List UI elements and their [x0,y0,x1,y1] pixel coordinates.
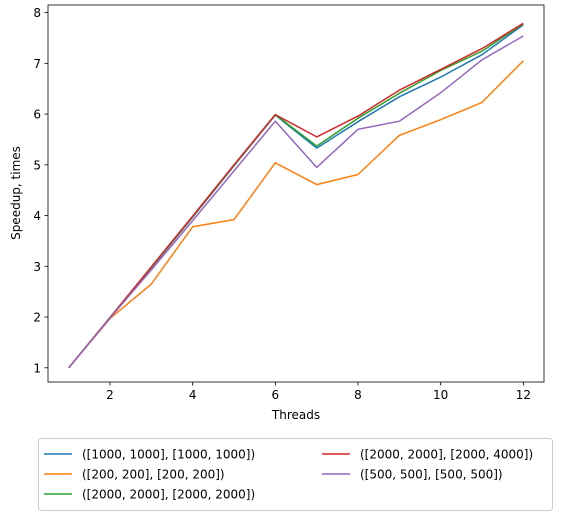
legend-label-1: ([200, 200], [200, 200]) [82,468,225,482]
y-tick-label: 4 [33,209,41,223]
y-tick-label: 2 [33,311,41,325]
x-axis-title: Threads [271,408,320,422]
x-tick-label: 4 [189,388,197,402]
legend: ([1000, 1000], [1000, 1000]) ([200, 200],… [38,438,553,511]
y-tick-label: 5 [33,158,41,172]
x-tick-label: 6 [272,388,280,402]
legend-frame [38,438,553,511]
x-tick-label: 10 [433,388,448,402]
series-line-2 [68,23,524,369]
y-axis-title: Speedup, times [9,146,23,240]
axes-frame [47,4,545,383]
x-axis: 2 4 6 8 10 12 [106,382,531,402]
legend-label-0: ([1000, 1000], [1000, 1000]) [82,448,255,462]
series-line-1 [68,60,524,369]
y-tick-label: 3 [33,260,41,274]
y-tick-label: 8 [33,6,41,20]
x-tick-label: 8 [354,388,362,402]
legend-label-2: ([2000, 2000], [2000, 2000]) [82,488,255,502]
y-tick-label: 1 [33,361,41,375]
y-axis: 1 2 3 4 5 6 7 8 [33,6,48,375]
series-line-0 [68,24,524,369]
legend-label-4: ([500, 500], [500, 500]) [360,468,503,482]
y-tick-label: 6 [33,108,41,122]
legend-label-3: ([2000, 2000], [2000, 4000]) [360,448,533,462]
y-tick-label: 7 [33,57,41,71]
series-line-3 [68,22,524,369]
x-tick-label: 12 [516,388,531,402]
series-line-4 [68,35,524,369]
x-tick-label: 2 [106,388,114,402]
plot-lines [68,22,524,369]
